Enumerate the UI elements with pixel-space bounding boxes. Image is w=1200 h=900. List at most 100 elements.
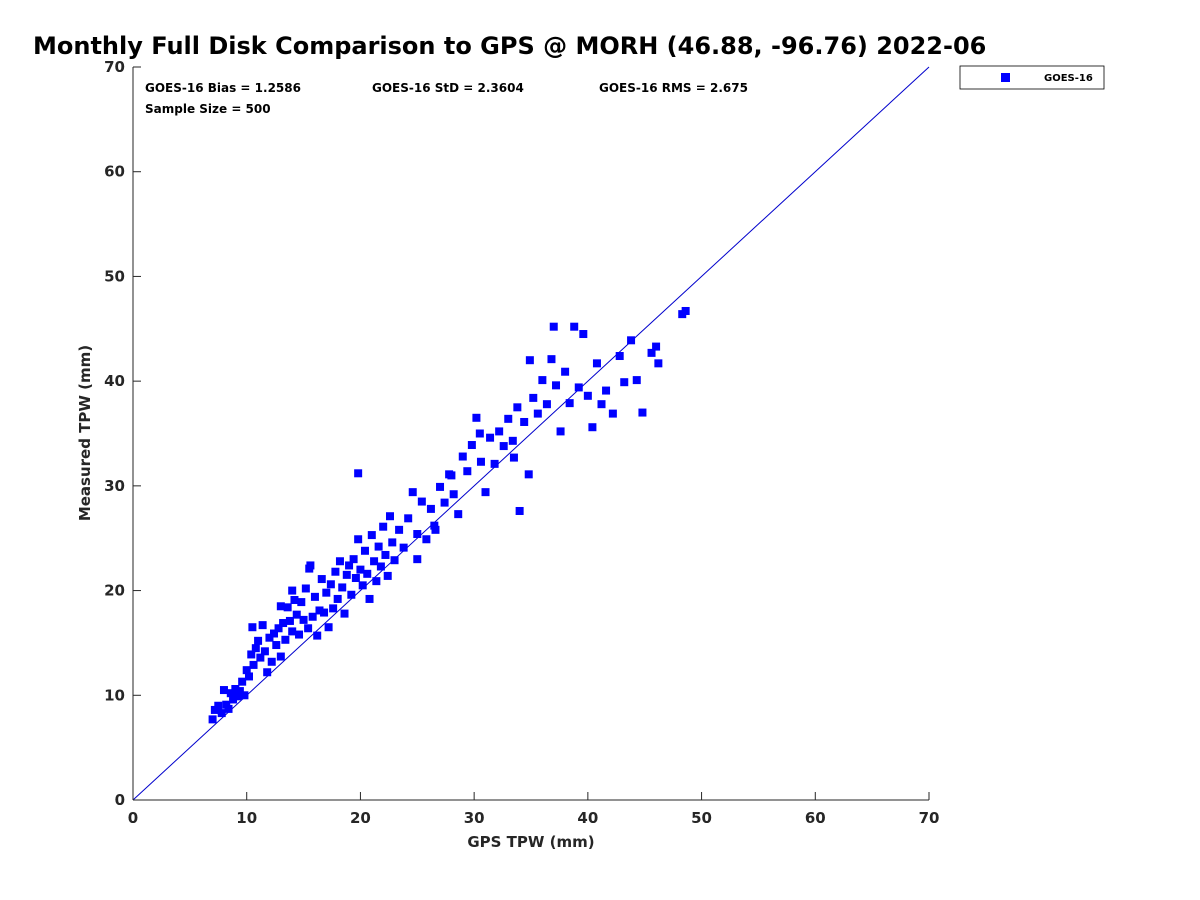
- data-point: [233, 692, 242, 701]
- data-point: [472, 413, 481, 422]
- data-point: [342, 570, 351, 579]
- data-point: [305, 564, 314, 573]
- data-point: [338, 583, 347, 592]
- data-point: [272, 641, 281, 650]
- data-point: [388, 538, 397, 547]
- data-point: [486, 433, 495, 442]
- data-point: [408, 488, 417, 497]
- data-point: [449, 490, 458, 499]
- data-point: [222, 700, 231, 709]
- data-point: [235, 687, 244, 696]
- data-point: [349, 555, 358, 564]
- data-point: [538, 376, 547, 385]
- data-point: [574, 383, 583, 392]
- data-point: [313, 631, 322, 640]
- data-point: [499, 442, 508, 451]
- x-tick-label: 20: [350, 809, 371, 827]
- data-point: [214, 701, 223, 710]
- data-point: [324, 623, 333, 632]
- data-point: [504, 414, 513, 423]
- data-point: [458, 452, 467, 461]
- data-point: [495, 427, 504, 436]
- plot-area: 0 10 20 30 40 50 60 70 0 10 20 30 40 50 60 70: [104, 58, 939, 827]
- x-axis-label: GPS TPW (mm): [467, 833, 594, 851]
- data-point: [583, 391, 592, 400]
- data-point: [267, 657, 276, 666]
- data-point: [638, 408, 647, 417]
- data-point: [288, 627, 297, 636]
- data-point: [297, 598, 306, 607]
- stat-std: GOES-16 StD = 2.3604: [372, 81, 524, 95]
- y-tick-label: 20: [104, 582, 125, 600]
- data-point: [301, 584, 310, 593]
- y-tick-label: 40: [104, 372, 125, 390]
- data-point: [399, 543, 408, 552]
- data-point: [431, 525, 440, 534]
- data-point: [244, 672, 253, 681]
- data-point: [247, 650, 256, 659]
- data-point: [404, 514, 413, 523]
- data-point: [274, 624, 283, 633]
- data-point: [333, 594, 342, 603]
- data-point: [363, 569, 372, 578]
- data-point: [417, 497, 426, 506]
- data-point: [276, 602, 285, 611]
- data-point: [329, 604, 338, 613]
- data-point: [565, 399, 574, 408]
- data-point: [351, 574, 360, 583]
- data-point: [292, 610, 301, 619]
- data-point: [549, 322, 558, 331]
- data-point: [276, 652, 285, 661]
- data-point: [381, 550, 390, 559]
- data-point: [345, 561, 354, 570]
- data-point: [627, 336, 636, 345]
- data-point: [379, 522, 388, 531]
- legend-box: [959, 65, 1105, 90]
- data-point: [481, 488, 490, 497]
- data-point: [524, 470, 533, 479]
- data-point: [308, 612, 317, 621]
- data-point: [340, 609, 349, 618]
- legend-marker-goes16: [1001, 73, 1010, 82]
- chart-title: Monthly Full Disk Comparison to GPS @ MO…: [33, 32, 986, 60]
- data-point: [258, 621, 267, 630]
- data-point: [597, 400, 606, 409]
- data-point: [383, 571, 392, 580]
- data-point: [242, 666, 251, 675]
- data-point: [320, 608, 329, 617]
- data-point: [283, 603, 292, 612]
- data-point: [579, 330, 588, 339]
- data-point: [248, 623, 257, 632]
- data-point: [304, 624, 313, 633]
- data-point: [251, 644, 260, 653]
- data-point: [552, 381, 561, 390]
- data-point: [208, 715, 217, 724]
- data-point: [570, 322, 579, 331]
- data-point: [454, 510, 463, 519]
- data-point: [290, 595, 299, 604]
- data-point: [588, 423, 597, 432]
- data-point: [254, 636, 263, 645]
- data-point: [547, 355, 556, 364]
- data-point: [376, 562, 385, 571]
- data-point: [515, 506, 524, 515]
- y-axis-label: Measured TPW (mm): [76, 345, 94, 521]
- data-point: [413, 530, 422, 539]
- data-point: [224, 704, 233, 713]
- data-point: [279, 619, 288, 628]
- data-point: [561, 367, 570, 376]
- data-point: [422, 535, 431, 544]
- data-point: [299, 615, 308, 624]
- data-point: [413, 555, 422, 564]
- data-point: [529, 393, 538, 402]
- data-point: [370, 557, 379, 566]
- data-point: [356, 565, 365, 574]
- data-point: [490, 459, 499, 468]
- data-point: [647, 348, 656, 357]
- data-point: [265, 633, 274, 642]
- data-point: [331, 567, 340, 576]
- data-point: [520, 417, 529, 426]
- data-point: [354, 535, 363, 544]
- stat-rms: GOES-16 RMS = 2.675: [599, 81, 748, 95]
- data-point: [240, 691, 249, 700]
